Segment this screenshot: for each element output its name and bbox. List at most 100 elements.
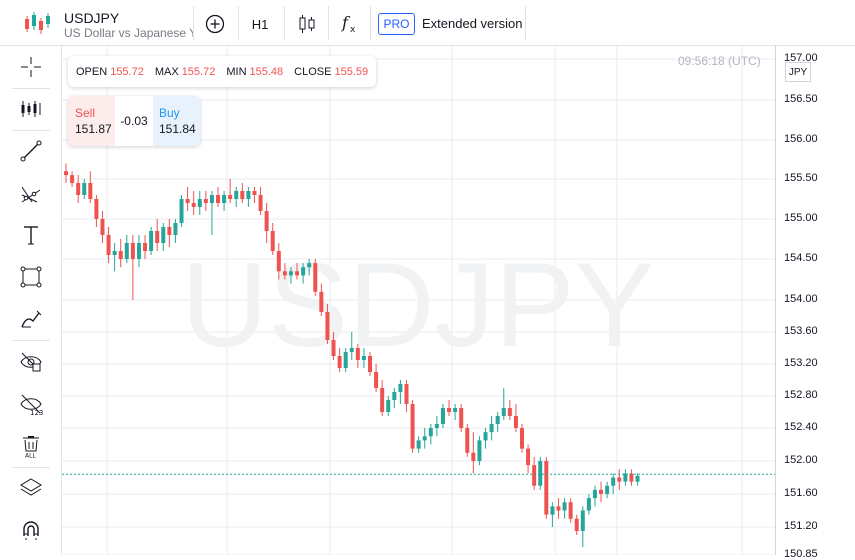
candle (82, 179, 87, 199)
crosshair-icon (21, 57, 41, 77)
candle (513, 404, 518, 433)
candle (319, 283, 324, 316)
symbol-title[interactable]: USDJPY (64, 10, 120, 26)
candle (398, 380, 403, 404)
currency-label[interactable]: JPY (785, 62, 811, 82)
chart-type-button[interactable] (294, 8, 320, 40)
candle-body (130, 243, 135, 259)
candle (209, 191, 214, 235)
candle-body (471, 452, 476, 461)
candle (343, 348, 348, 372)
sell-button[interactable]: Sell 151.87 (68, 96, 115, 146)
text-tool[interactable] (14, 218, 48, 252)
candle-body (550, 506, 555, 515)
price-axis[interactable]: 157.00 156.50 156.00 155.50 155.00 154.50 154.… (775, 46, 855, 560)
candle-body (440, 408, 445, 424)
hide-values-tool[interactable]: 123 (14, 387, 48, 421)
toolbar-divider (370, 6, 371, 40)
candle-body (592, 489, 597, 499)
candle-body (149, 231, 154, 251)
candle-body (489, 424, 494, 433)
candle-body (228, 195, 233, 199)
candle (349, 332, 354, 360)
candle (295, 263, 300, 280)
candle (574, 514, 579, 535)
candle-body (155, 231, 160, 243)
hide-drawings-tool[interactable] (14, 345, 48, 379)
candle (222, 191, 227, 211)
max-label: MAX (154, 65, 179, 78)
close-label: CLOSE (294, 65, 332, 78)
candle-body (124, 243, 129, 259)
sell-label: Sell (75, 106, 96, 120)
sidebar-divider (12, 130, 50, 131)
delete-all-icon: ALL (23, 436, 39, 458)
fork-tool[interactable] (14, 176, 48, 210)
fork-tool-icon (21, 186, 41, 203)
candle (410, 400, 415, 453)
candle-body (611, 477, 616, 486)
pro-badge[interactable]: PRO (378, 13, 415, 35)
candle-body (404, 384, 409, 404)
candle-body (282, 271, 287, 276)
candle-body (88, 183, 93, 199)
magnet-icon (23, 521, 39, 540)
rectangle-tool[interactable] (14, 260, 48, 294)
hide-drawings-icon (20, 352, 42, 372)
crosshair-tool[interactable] (14, 50, 48, 84)
toolbar-divider (525, 6, 526, 40)
candle-body (246, 191, 251, 199)
buy-price: 151.84 (159, 122, 196, 136)
candle (228, 179, 233, 203)
candle-body (288, 271, 293, 276)
candle (130, 235, 135, 300)
candle (416, 436, 421, 453)
candle-body (574, 518, 579, 531)
extended-version-link[interactable]: Extended version (422, 16, 523, 31)
candle (307, 259, 312, 276)
candle-body (520, 428, 524, 449)
candle (112, 243, 117, 272)
add-circle-icon (205, 14, 225, 34)
candle (580, 506, 585, 547)
candle-body (179, 199, 184, 223)
candle-body (459, 408, 464, 428)
layers-tool[interactable] (14, 471, 48, 505)
candle (70, 171, 75, 187)
candle-body (264, 211, 269, 231)
open-label: OPEN (76, 65, 108, 78)
timeframe-button[interactable]: H1 (251, 16, 269, 32)
candle (562, 498, 567, 519)
candle-body (416, 440, 421, 449)
candle (544, 456, 549, 519)
candle-body (544, 461, 549, 515)
brush-tool[interactable] (14, 302, 48, 336)
candle (422, 428, 427, 449)
candle-body (313, 263, 318, 292)
candle (623, 469, 628, 486)
candle-body (222, 195, 227, 203)
compare-add-button[interactable] (202, 8, 228, 40)
candle (167, 219, 172, 247)
multiline-tool[interactable] (14, 92, 48, 126)
buy-button[interactable]: Buy 151.84 (153, 96, 200, 146)
candle-body (380, 388, 385, 412)
candle-body (635, 475, 640, 482)
trend-line-icon (20, 140, 42, 162)
delete-all-tool[interactable]: ALL (14, 429, 48, 463)
candle-body (392, 392, 397, 400)
candle (173, 219, 178, 243)
candle-body (319, 291, 324, 312)
candle (404, 380, 409, 412)
candle (550, 502, 555, 527)
price-chart[interactable]: USDJPY (62, 46, 775, 555)
candle-body (270, 231, 275, 251)
candles-logo-icon (25, 12, 50, 34)
trend-line-tool[interactable] (14, 134, 48, 168)
candle (355, 344, 360, 368)
candle-body (538, 461, 543, 486)
magnet-tool[interactable] (14, 513, 48, 547)
candle (179, 195, 184, 227)
spread-value: -0.03 (120, 114, 148, 128)
